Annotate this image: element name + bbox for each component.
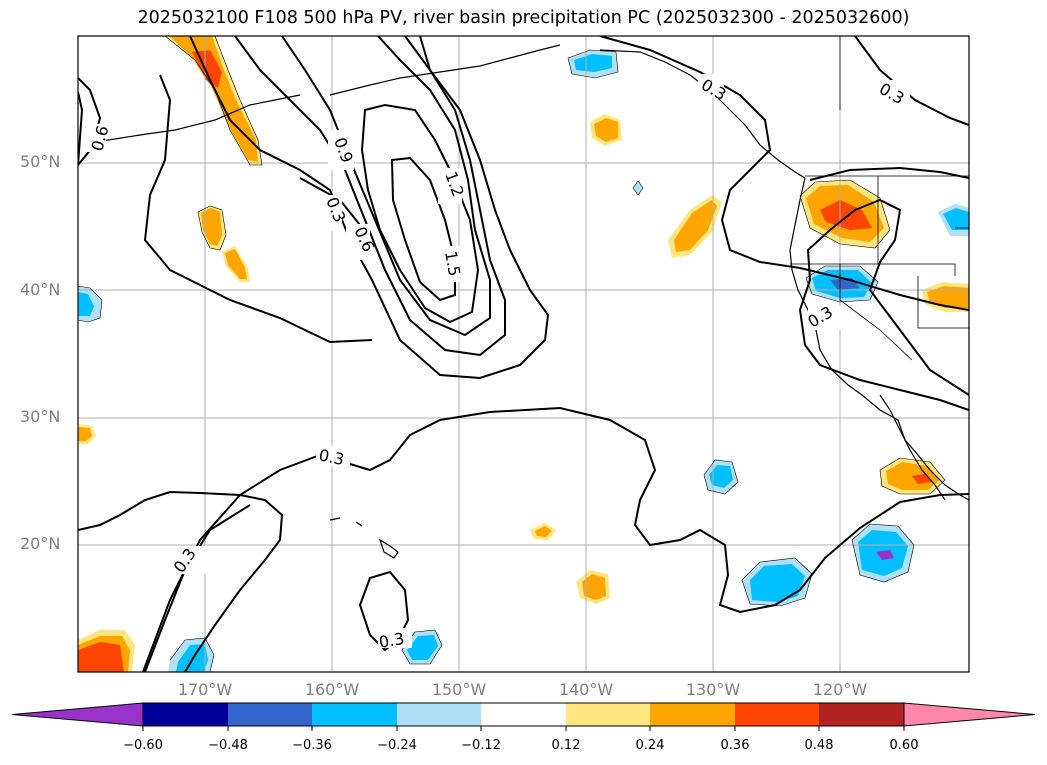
lon-label: 120°W (812, 680, 868, 699)
colorbar-swatch (143, 703, 228, 726)
state-borders (790, 36, 969, 361)
contour-label: 1.5 (441, 249, 464, 277)
colorbar-tick-label: 0.48 (804, 738, 834, 753)
colorbar-swatch (735, 703, 819, 726)
colorbar-tick-label: −0.60 (123, 738, 163, 753)
lat-label: 20°N (20, 534, 61, 553)
lon-label: 160°W (304, 680, 360, 699)
lon-label: 130°W (685, 680, 741, 699)
colorbar-tick-label: 0.12 (551, 738, 581, 753)
lon-label: 150°W (431, 680, 487, 699)
map-title: 2025032100 F108 500 hPa PV, river basin … (137, 8, 910, 28)
colorbar-tick-label: −0.36 (292, 738, 332, 753)
lat-label: 50°N (20, 152, 61, 171)
colorbar-tick-label: −0.12 (461, 738, 501, 753)
map-area: 0.6 0.9 0.3 0.6 1.2 1.5 0.3 0.3 0.3 0.3 … (78, 36, 969, 672)
colorbar-swatch (650, 703, 735, 726)
pv-contours (78, 36, 969, 672)
graticule (78, 36, 969, 672)
contour-labels: 0.6 0.9 0.3 0.6 1.2 1.5 0.3 0.3 0.3 0.3 … (84, 74, 910, 652)
lon-label: 140°W (558, 680, 614, 699)
colorbar-swatch (819, 703, 904, 726)
colorbar-swatch (566, 703, 650, 726)
colorbar-tick-label: −0.24 (377, 738, 417, 753)
lon-label: 170°W (177, 680, 233, 699)
map-frame (77, 35, 970, 673)
contour-label: 0.3 (377, 629, 405, 652)
precip-shading (78, 36, 969, 672)
coastlines (95, 44, 969, 559)
precip-outlines (78, 36, 946, 672)
colorbar-tick-label: 0.60 (889, 738, 919, 753)
lat-label: 40°N (20, 280, 61, 299)
colorbar-tick-label: −0.48 (208, 738, 248, 753)
colorbar-swatch (228, 703, 312, 726)
colorbar-extend-low (11, 702, 144, 727)
colorbar-tick-label: 0.36 (720, 738, 750, 753)
lat-label: 30°N (20, 407, 61, 426)
colorbar-swatch (312, 703, 397, 726)
colorbar-extend-high (903, 702, 1036, 727)
colorbar-swatch (397, 703, 481, 726)
contour-label: 0.3 (317, 445, 346, 469)
colorbar-swatch (481, 703, 566, 726)
colorbar-tick-label: 0.24 (635, 738, 665, 753)
colorbar (11, 702, 1036, 731)
